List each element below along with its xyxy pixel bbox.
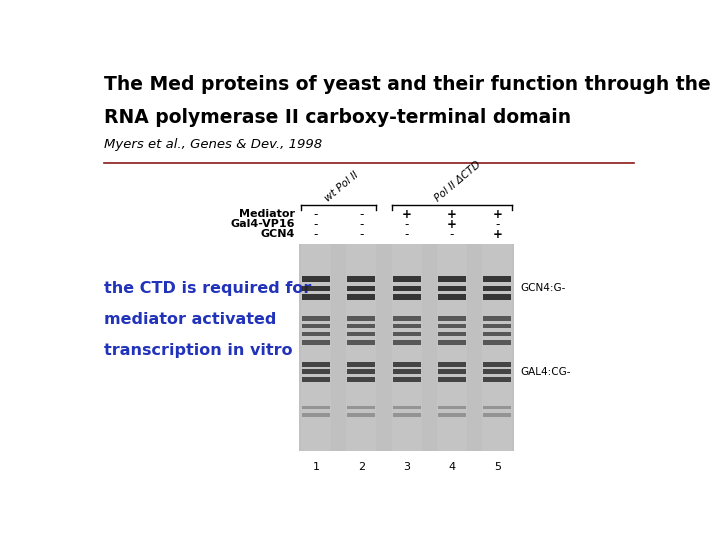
Text: -: - <box>359 228 364 241</box>
Bar <box>482 244 513 451</box>
Bar <box>483 362 511 367</box>
Text: +: + <box>447 208 457 221</box>
Bar <box>483 294 511 300</box>
Bar <box>301 244 331 451</box>
Bar <box>483 286 511 291</box>
Bar <box>300 244 514 451</box>
Text: Pol II ΔCTD: Pol II ΔCTD <box>433 159 482 203</box>
Bar <box>302 276 330 282</box>
Text: Gal4-VP16: Gal4-VP16 <box>230 219 294 230</box>
Bar <box>483 276 511 282</box>
Bar <box>483 341 511 345</box>
Bar <box>438 324 466 328</box>
Bar <box>483 377 511 382</box>
Bar <box>302 369 330 374</box>
Bar <box>302 316 330 321</box>
Text: the CTD is required for: the CTD is required for <box>104 281 311 296</box>
Bar <box>438 294 466 300</box>
Bar <box>392 369 420 374</box>
Text: RNA polymerase II carboxy-terminal domain: RNA polymerase II carboxy-terminal domai… <box>104 109 571 127</box>
Bar <box>483 316 511 321</box>
Bar <box>392 324 420 328</box>
Bar <box>302 286 330 291</box>
Text: wt Pol II: wt Pol II <box>323 170 360 203</box>
Bar <box>302 294 330 300</box>
Bar <box>347 341 375 345</box>
Text: GCN4:G-: GCN4:G- <box>521 283 566 293</box>
Text: 4: 4 <box>449 462 456 472</box>
Text: +: + <box>492 208 503 221</box>
Text: 2: 2 <box>358 462 365 472</box>
Bar <box>438 316 466 321</box>
Bar <box>302 406 330 409</box>
Bar <box>392 316 420 321</box>
Bar <box>346 244 377 451</box>
Bar <box>438 413 466 416</box>
Text: +: + <box>447 218 457 231</box>
Bar <box>347 294 375 300</box>
Bar <box>347 286 375 291</box>
Bar <box>347 369 375 374</box>
Text: -: - <box>314 228 318 241</box>
Bar <box>438 362 466 367</box>
Bar <box>438 406 466 409</box>
Text: -: - <box>359 208 364 221</box>
Bar <box>483 332 511 336</box>
Bar <box>302 377 330 382</box>
Bar <box>392 286 420 291</box>
Bar <box>392 406 420 409</box>
Text: -: - <box>359 218 364 231</box>
Bar <box>483 369 511 374</box>
Bar <box>302 362 330 367</box>
Bar <box>347 377 375 382</box>
Text: The Med proteins of yeast and their function through the: The Med proteins of yeast and their func… <box>104 75 711 94</box>
Text: -: - <box>495 218 500 231</box>
Bar <box>392 341 420 345</box>
Bar <box>347 316 375 321</box>
Text: 5: 5 <box>494 462 501 472</box>
Text: +: + <box>492 228 503 241</box>
Text: 1: 1 <box>312 462 320 472</box>
Bar <box>392 276 420 282</box>
Bar <box>302 332 330 336</box>
Bar <box>392 294 420 300</box>
Text: mediator activated: mediator activated <box>104 312 276 327</box>
Bar <box>392 377 420 382</box>
Text: -: - <box>405 228 409 241</box>
Bar <box>302 413 330 416</box>
Bar <box>438 332 466 336</box>
Text: -: - <box>314 208 318 221</box>
Bar <box>347 324 375 328</box>
Text: transcription in vitro: transcription in vitro <box>104 343 292 359</box>
Bar <box>392 362 420 367</box>
Bar <box>438 341 466 345</box>
Text: Myers et al., Genes & Dev., 1998: Myers et al., Genes & Dev., 1998 <box>104 138 322 151</box>
Bar <box>392 413 420 416</box>
Text: -: - <box>405 218 409 231</box>
Bar <box>347 406 375 409</box>
Bar <box>347 276 375 282</box>
Bar <box>483 406 511 409</box>
Bar <box>302 341 330 345</box>
Text: +: + <box>402 208 412 221</box>
Bar <box>483 324 511 328</box>
Text: Mediator: Mediator <box>239 210 294 219</box>
Bar <box>438 286 466 291</box>
Bar <box>438 276 466 282</box>
Bar <box>438 369 466 374</box>
Bar <box>392 244 422 451</box>
Bar <box>438 377 466 382</box>
Text: GAL4:CG-: GAL4:CG- <box>521 367 571 377</box>
Bar <box>347 332 375 336</box>
Text: -: - <box>450 228 454 241</box>
Bar <box>392 332 420 336</box>
Bar <box>347 362 375 367</box>
Text: 3: 3 <box>403 462 410 472</box>
Bar <box>483 413 511 416</box>
Bar <box>437 244 467 451</box>
Text: -: - <box>314 218 318 231</box>
Bar <box>347 413 375 416</box>
Bar <box>302 324 330 328</box>
Text: GCN4: GCN4 <box>261 230 294 239</box>
